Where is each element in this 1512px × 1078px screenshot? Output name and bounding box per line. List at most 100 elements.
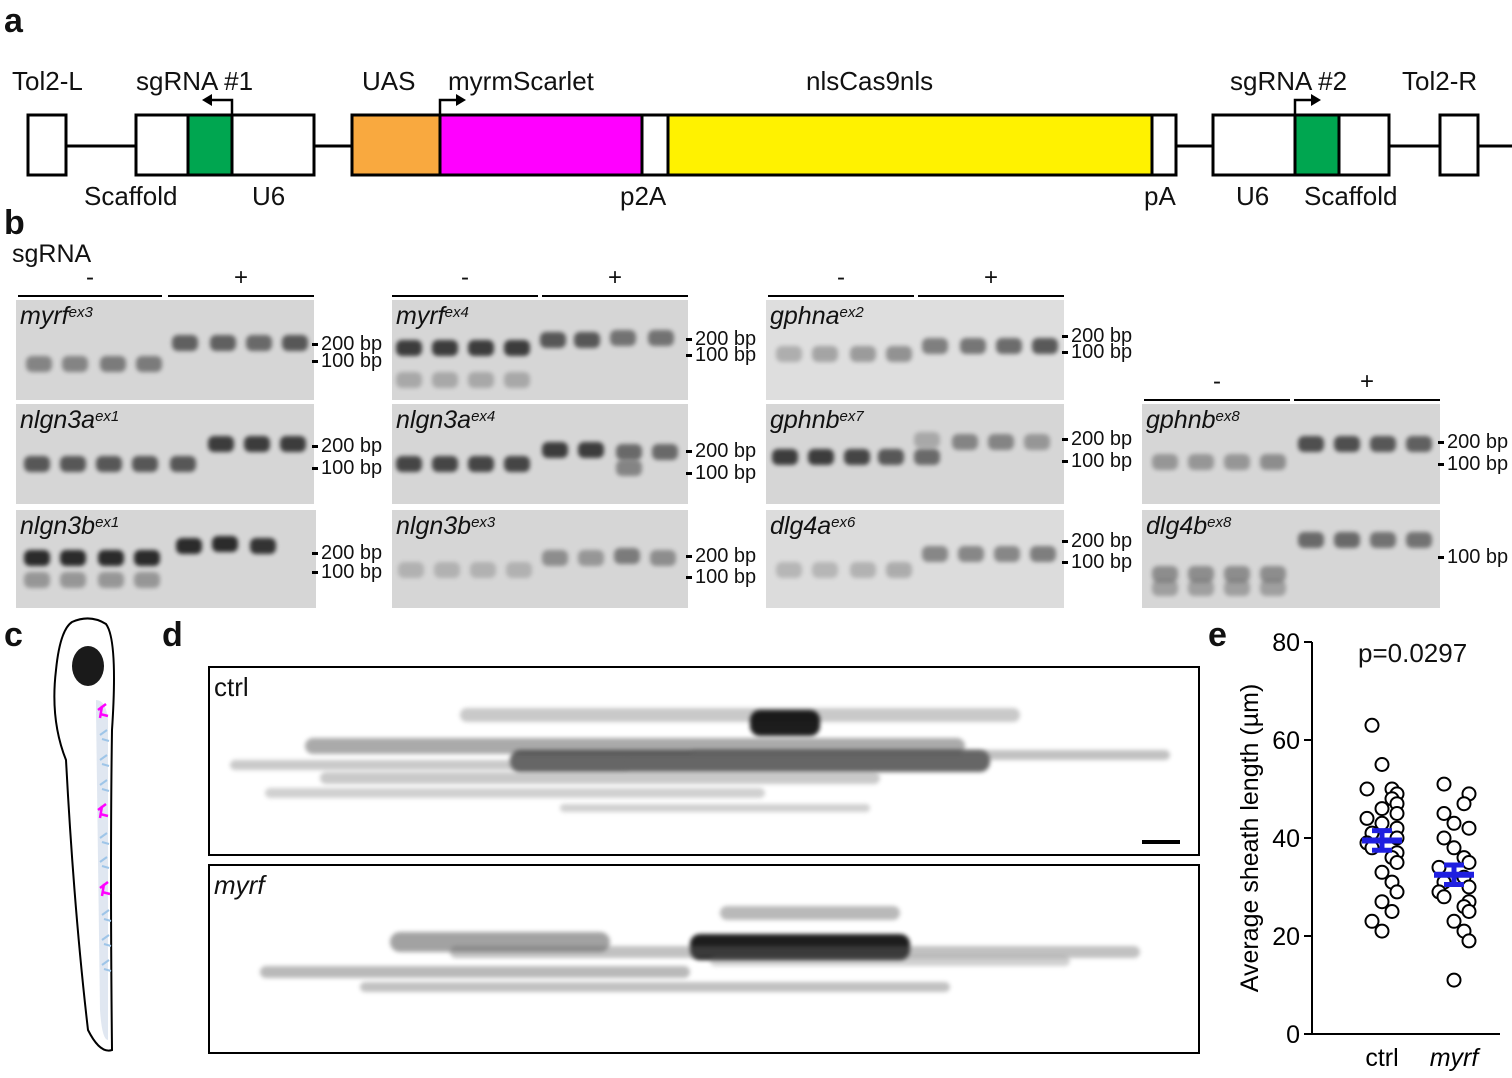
data-point <box>1364 913 1380 929</box>
p-value-annotation: p=0.0297 <box>1358 638 1468 668</box>
gel-gphnb-ex8: gphnbex8 <box>1142 404 1440 504</box>
bp-100: 100 bp <box>1062 551 1132 574</box>
gel-myrf-ex4: myrfex4 <box>392 300 688 400</box>
micro-ctrl-label: ctrl <box>214 672 249 702</box>
zebrafish-schematic <box>53 617 115 1052</box>
gel-nlgn3a-ex1: nlgn3aex1 <box>16 404 314 504</box>
y-tick-label: 60 <box>1272 727 1300 755</box>
sheath-length-chart: 0 20 40 60 80 Average sheath length (µm) ctrl m… <box>1236 629 1500 1072</box>
bp-100: 100 bp <box>1062 450 1132 473</box>
data-point <box>1436 776 1452 792</box>
gel-gene-label: nlgn3aex4 <box>396 406 496 434</box>
y-tick-label: 40 <box>1272 825 1300 853</box>
bp-100: 100 bp <box>312 350 382 373</box>
tol2-left-label: Tol2-L <box>12 66 83 96</box>
panel-a-label: a <box>4 2 23 40</box>
bp-100: 100 bp <box>1438 546 1508 569</box>
plus-sign: + <box>607 264 622 291</box>
uas-arrow <box>438 98 458 115</box>
data-point <box>1389 806 1405 821</box>
sgrna1-box <box>186 113 234 177</box>
gel-gene-label: gphnaex2 <box>770 302 864 330</box>
data-point <box>1374 815 1390 831</box>
sgrna2-label: sgRNA #2 <box>1230 66 1348 96</box>
sgrna-row-label: sgRNA <box>12 240 92 268</box>
gel-nlgn3b-ex3: nlgn3bex3 <box>392 510 688 608</box>
bp-200: 200 bp <box>1062 428 1132 451</box>
data-point <box>1461 933 1477 949</box>
y-tick-label: 20 <box>1272 923 1300 951</box>
data-point <box>1359 781 1375 797</box>
u6-right-label: U6 <box>1236 181 1270 211</box>
panel-c-label: c <box>4 616 23 654</box>
panel-d-label: d <box>162 616 183 654</box>
data-point <box>1389 855 1405 870</box>
plus-sign: + <box>1359 368 1374 395</box>
scaffold-left-label: Scaffold <box>84 181 178 211</box>
bp-200: 200 bp <box>1438 431 1508 454</box>
myrmscarlet-box <box>438 113 644 177</box>
gel-gene-label: dlg4bex8 <box>1146 512 1232 540</box>
data-point <box>1446 815 1462 831</box>
plus-sign: + <box>233 264 248 291</box>
data-point <box>1461 904 1477 919</box>
cas9-box <box>666 113 1154 177</box>
x-tick-label: myrf <box>1430 1044 1482 1072</box>
data-point <box>1436 806 1452 821</box>
bp-200: 200 bp <box>1062 530 1132 553</box>
uas-box <box>350 113 442 177</box>
plus-sign: + <box>983 264 998 291</box>
bp-100: 100 bp <box>312 457 382 480</box>
y-tick-label: 80 <box>1272 629 1300 657</box>
tol2-right-box <box>1438 113 1480 177</box>
data-point <box>1436 889 1452 905</box>
y-axis-label: Average sheath length (µm) <box>1236 684 1264 993</box>
gel-gene-label: nlgn3bex3 <box>396 512 496 540</box>
pa-label: pA <box>1144 181 1176 211</box>
bp-200: 200 bp <box>312 542 382 565</box>
bp-200: 200 bp <box>686 440 756 463</box>
data-point <box>1374 801 1390 817</box>
cas9-label: nlsCas9nls <box>806 66 934 96</box>
data-point <box>1456 796 1472 812</box>
gel-gene-label: myrfex4 <box>396 302 469 330</box>
data-point <box>1374 864 1390 880</box>
panel-b-label: b <box>4 204 25 242</box>
scale-bar <box>1142 840 1180 844</box>
gel-gene-label: gphnbex8 <box>1146 406 1240 434</box>
panel-e-label: e <box>1208 616 1227 654</box>
minus-sign: - <box>461 264 469 291</box>
bp-200: 200 bp <box>686 545 756 568</box>
y-tick-label: 0 <box>1286 1021 1300 1049</box>
p2a-label: p2A <box>620 181 667 211</box>
myrmscarlet-label: myrmScarlet <box>448 66 594 96</box>
gel-gphnb-ex7: gphnbex7 <box>766 404 1064 504</box>
data-point <box>1374 757 1390 772</box>
micrograph-ctrl: ctrl <box>208 666 1200 856</box>
gel-gene-label: myrfex3 <box>20 302 93 330</box>
bp-100: 100 bp <box>1062 341 1132 364</box>
data-point <box>1461 820 1477 836</box>
u6-right-arrow <box>1293 98 1313 115</box>
sgrna2-box <box>1293 113 1341 177</box>
data-point <box>1374 923 1390 939</box>
gel-gene-label: dlg4aex6 <box>770 512 856 540</box>
data-point <box>1364 717 1380 733</box>
eye-icon <box>72 646 104 686</box>
data-point <box>1436 830 1452 846</box>
gel-gene-label: gphnbex7 <box>770 406 864 434</box>
u6-left-label: U6 <box>252 181 286 211</box>
bp-100: 100 bp <box>686 566 756 589</box>
bp-100: 100 bp <box>686 344 756 367</box>
micro-myrf-label: myrf <box>214 870 265 900</box>
gel-myrf-ex3: myrfex3 <box>16 300 314 400</box>
x-tick-label: ctrl <box>1365 1044 1398 1072</box>
uas-label: UAS <box>362 66 416 96</box>
micrograph-myrf: myrf <box>208 864 1200 1054</box>
gel-dlg4a-ex6: dlg4aex6 <box>766 510 1064 608</box>
minus-sign: - <box>86 264 94 291</box>
data-point <box>1374 894 1390 910</box>
bp-100: 100 bp <box>686 462 756 485</box>
data-point <box>1446 840 1462 856</box>
